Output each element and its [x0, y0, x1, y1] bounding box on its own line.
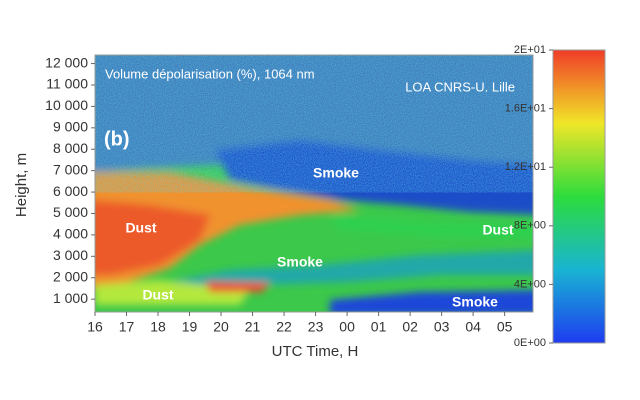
y-tick-label: 12 000	[45, 54, 88, 70]
region-label: Dust	[142, 287, 173, 303]
y-tick-label: 3 000	[53, 247, 88, 263]
x-tick-label: 16	[87, 319, 103, 335]
region-label: Dust	[125, 220, 156, 236]
colorbar-tick-label: 2E+01	[514, 44, 546, 56]
region-label: Dust	[482, 222, 513, 238]
colorbar-tick-label: 0E+00	[514, 337, 546, 349]
colorbar-tick-label: 1.2E+01	[505, 161, 546, 173]
x-tick-label: 23	[308, 319, 324, 335]
x-tick-label: 17	[119, 319, 135, 335]
y-tick-label: 2 000	[53, 268, 88, 284]
region-label: Smoke	[313, 165, 359, 181]
y-tick-label: 9 000	[53, 119, 88, 135]
chart-title: Volume dépolarisation (%), 1064 nm	[105, 66, 315, 81]
x-tick-label: 02	[402, 319, 418, 335]
x-tick-label: 22	[276, 319, 292, 335]
x-axis-label: UTC Time, H	[272, 343, 359, 360]
y-tick-label: 1 000	[53, 290, 88, 306]
x-tick-label: 19	[182, 319, 198, 335]
x-tick-label: 00	[339, 319, 355, 335]
x-tick-label: 05	[497, 319, 513, 335]
y-axis-label: Height, m	[13, 153, 30, 217]
x-tick-label: 01	[371, 319, 387, 335]
x-tick-label: 03	[434, 319, 450, 335]
x-tick-label: 20	[213, 319, 229, 335]
region-label: Smoke	[452, 294, 498, 310]
y-tick-label: 5 000	[53, 204, 88, 220]
y-tick-label: 11 000	[46, 76, 88, 92]
y-tick-label: 10 000	[45, 97, 88, 113]
colorbar-tick-label: 8E+00	[514, 220, 546, 232]
colorbar-tick-label: 4E+00	[514, 278, 546, 290]
chart-subtitle: LOA CNRS-U. Lille	[405, 79, 515, 94]
y-tick-label: 8 000	[53, 140, 88, 156]
region-label: Smoke	[277, 254, 323, 270]
y-tick-label: 6 000	[53, 183, 88, 199]
panel-label: (b)	[104, 128, 130, 150]
y-tick-label: 4 000	[53, 226, 88, 242]
x-tick-label: 04	[465, 319, 481, 335]
y-tick-label: 7 000	[53, 161, 88, 177]
heatmap-field	[95, 55, 533, 312]
x-tick-label: 18	[150, 319, 166, 335]
colorbar	[552, 49, 606, 344]
plot-frame	[94, 54, 534, 313]
x-tick-label: 21	[245, 319, 261, 335]
colorbar-tick-label: 1.6E+01	[505, 103, 546, 115]
